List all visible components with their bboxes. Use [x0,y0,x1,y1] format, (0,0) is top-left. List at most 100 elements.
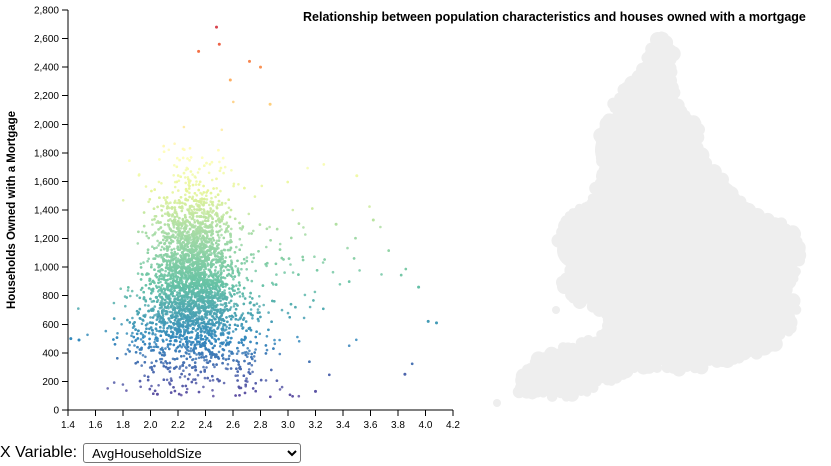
scatter-point [202,385,205,389]
scatter-point [106,387,109,390]
scatter-point [297,340,301,343]
scatter-point [191,173,194,176]
scatter-point [153,305,157,308]
scatter-point [233,302,236,306]
y-tick-label: 2,200 [34,91,59,102]
scatter-points [69,25,438,399]
scatter-point [169,201,172,204]
scatter-point [227,206,231,210]
scatter-point [86,333,89,337]
scatter-point [218,236,221,239]
scatter-point [208,203,211,207]
scatter-point [194,357,198,361]
y-tick: 2,400 [34,63,68,74]
x-tick: 2.6 [226,410,240,431]
scatter-point [167,202,170,205]
scatter-point [252,256,256,260]
scatter-point [251,317,254,320]
x-tick: 4.2 [446,410,460,431]
y-tick: 1,200 [34,234,68,245]
scatter-point [251,370,254,374]
scatter-point [169,218,172,221]
scatter-point [228,354,231,358]
scatter-point [104,329,108,333]
scatter-point [258,332,262,336]
scatter-point [228,291,231,294]
scatter-point [379,225,382,229]
scatter-point [303,293,307,297]
scatter-point [297,394,301,398]
scatter-point [222,222,226,226]
scatter-point [133,344,136,347]
scatter-point [159,280,162,284]
scatter-point [218,345,222,348]
scatter-point [230,169,233,172]
y-tick: 1,600 [34,177,68,188]
scatter-point [200,211,204,214]
scatter-point [313,290,317,294]
scatter-point [186,176,190,179]
x-tick-label: 2.8 [254,420,268,431]
visualization: 0 200 400 600 800 1,000 1,200 1,400 1,600 1,800 2,… [6,6,807,431]
scatter-point [217,350,221,354]
scatter-point [171,326,175,329]
scatter-point [246,355,249,359]
scatter-point [147,200,150,204]
y-tick-label: 0 [53,406,59,417]
scatter-point [163,212,167,216]
scatter-point [256,308,260,311]
scatter-point [135,294,139,297]
x-tick-label: 3.4 [336,420,350,431]
scatter-point [211,378,215,382]
scatter-point [338,283,342,286]
y-tick: 800 [42,291,68,302]
scatter-point [247,368,251,371]
y-tick: 200 [42,377,68,388]
scatter-point [210,314,214,318]
scatter-point [182,369,185,373]
scatter-point [213,365,216,369]
scatter-point [236,374,239,377]
scatter-point [166,321,169,325]
scatter-point [157,384,160,387]
scatter-point [273,338,276,342]
scatter-point [167,148,171,152]
scatter-point [235,284,238,287]
scatter-point [141,273,144,276]
scatter-point [265,348,269,352]
scatter-point [173,318,177,322]
scatter-point [126,289,130,292]
scatter-point [215,239,219,243]
x-tick: 2.0 [144,410,158,431]
scatter-point [321,261,325,264]
scatter-point [237,273,241,277]
scatter-point [238,295,242,298]
scatter-point [124,352,128,356]
y-tick: 2,200 [34,91,68,102]
scatter-point [168,310,172,314]
x-tick-label: 3.0 [281,420,295,431]
scatter-point [166,345,170,349]
scatter-point [116,332,119,335]
scatter-point [125,389,128,392]
scatter-point [155,246,158,249]
scatter-point [119,287,122,291]
scatter-point [187,230,190,233]
scatter-point [144,185,148,188]
scatter-point [211,258,214,262]
scatter-point [196,171,200,174]
scatter-point [223,289,226,292]
scatter-point [238,237,242,241]
scatter-point [203,376,207,380]
scatter-point [278,242,282,246]
scatter-point [150,361,153,365]
scatter-point [249,308,253,311]
scatter-point [167,307,170,310]
scatter-point [302,226,305,229]
scatter-point [273,342,277,346]
scatter-point [147,304,150,307]
scatter-point [253,195,257,198]
scatter-point [234,374,237,378]
scatter-point [275,273,278,276]
x-tick: 1.4 [61,410,75,431]
